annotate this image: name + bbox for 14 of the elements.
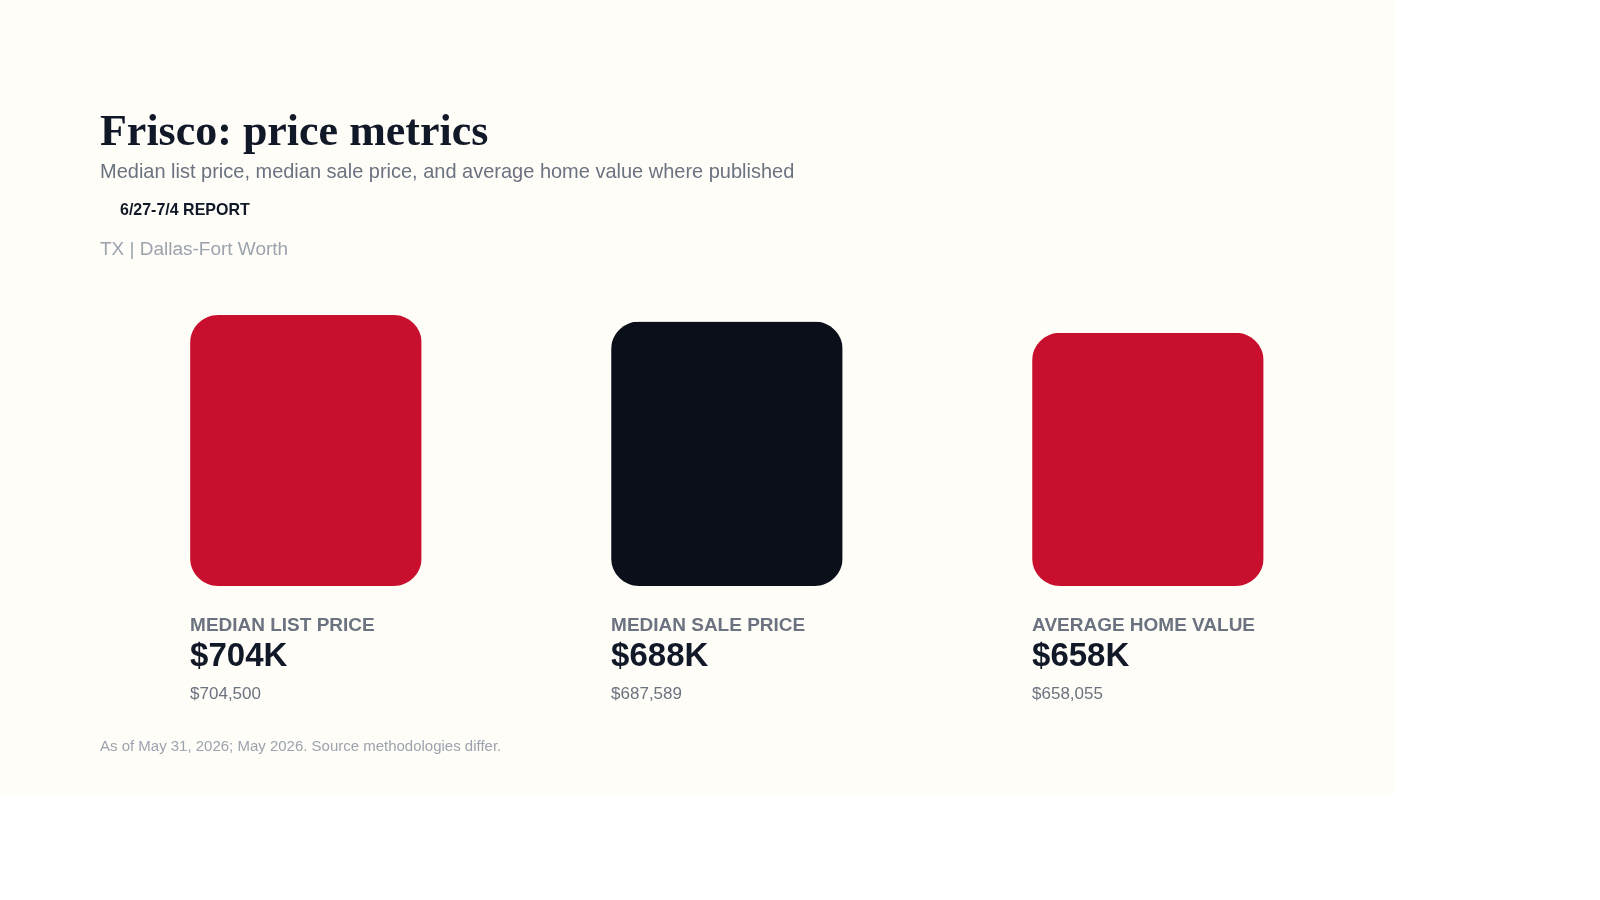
x-tick-label: MEDIAN SALE PRICE [611, 614, 806, 636]
data-label: $688K [611, 636, 709, 673]
x-tick-label: MEDIAN LIST PRICE [190, 614, 375, 636]
text: As of May 31, 2026; May 2026. Source methodologies differ. [100, 737, 502, 754]
text: $687,589 [611, 684, 682, 703]
chart-subtitle: Median list price, median sale price, and average home value where published [100, 160, 795, 182]
text: $704,500 [190, 684, 261, 703]
text: 6/27-7/4 REPORT [120, 201, 250, 218]
text: TX | Dallas-Fort Worth [100, 238, 289, 259]
data-label: $704K [190, 636, 288, 673]
x-tick-label: AVERAGE HOME VALUE [1032, 614, 1256, 636]
chart-title: Frisco: price metrics [100, 106, 489, 155]
data-label: $658K [1032, 636, 1130, 673]
text: $658,055 [1032, 684, 1103, 703]
